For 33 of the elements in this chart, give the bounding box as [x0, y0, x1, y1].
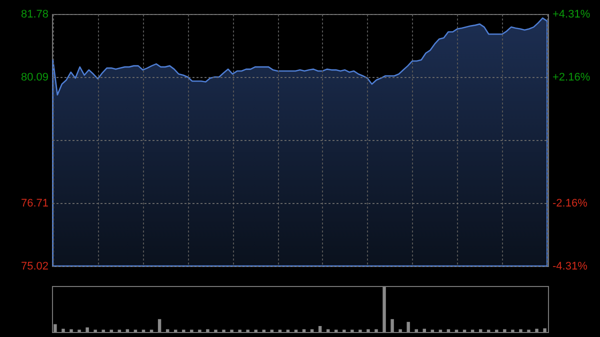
- bar: [326, 329, 330, 332]
- bar: [519, 329, 522, 332]
- bar: [62, 328, 65, 332]
- bar: [302, 329, 306, 332]
- bar: [478, 329, 482, 332]
- bar: [543, 328, 546, 332]
- bar: [206, 329, 210, 332]
- y2-tick-label: -4.31%: [552, 260, 588, 272]
- y2-tick-label: +4.31%: [552, 8, 590, 20]
- bar: [366, 329, 370, 332]
- bar: [503, 329, 506, 332]
- y2-tick-label: -2.16%: [552, 198, 588, 210]
- y-tick-label: 81.78: [20, 8, 48, 20]
- y-tick-label: 75.02: [20, 260, 48, 272]
- bar: [414, 329, 418, 332]
- bar: [374, 329, 378, 332]
- bar: [446, 329, 450, 332]
- bar: [70, 329, 73, 332]
- bar: [406, 322, 410, 332]
- y2-tick-label: +2.16%: [552, 71, 590, 84]
- bar: [158, 319, 162, 332]
- bar: [382, 286, 386, 332]
- bar: [166, 329, 170, 332]
- y-tick-label: 76.71: [20, 198, 48, 210]
- bar: [390, 319, 394, 332]
- bar: [535, 328, 538, 332]
- bar: [126, 329, 130, 332]
- bar: [310, 329, 314, 332]
- bar: [54, 324, 57, 332]
- bar: [86, 327, 89, 332]
- bar: [318, 326, 322, 332]
- bar: [398, 329, 402, 332]
- y-tick-label: 80.09: [20, 72, 48, 84]
